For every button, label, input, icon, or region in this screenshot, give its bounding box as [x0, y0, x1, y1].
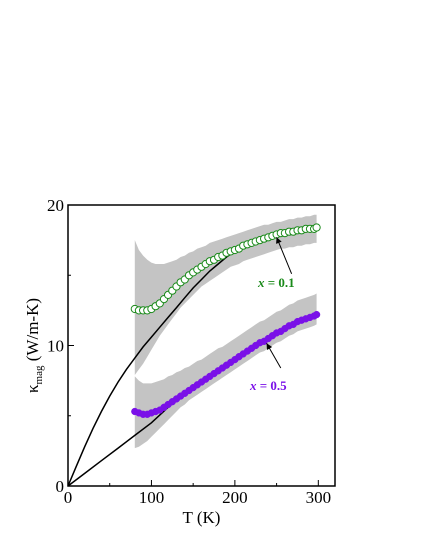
annotation-label-x05: x = 0.5: [249, 378, 287, 393]
annotation-x01: x = 0.1: [257, 237, 295, 290]
annotation-value-x01: = 0.1: [265, 275, 295, 290]
plot-frame: [67, 204, 336, 487]
x-tick-label: 0: [64, 488, 73, 507]
y-tick-label: 20: [47, 196, 64, 215]
svg-text:κmag (W/m-K): κmag (W/m-K): [23, 298, 45, 393]
x-tick-label: 100: [139, 488, 165, 507]
annotation-arrowhead-x01: [276, 237, 282, 244]
band-x05: [134, 293, 317, 449]
x-axis-label: T (K): [183, 508, 221, 527]
data-points: [130, 223, 321, 418]
annotation-arrow-x01: [276, 237, 293, 275]
y-axis-symbol: κ: [23, 384, 42, 393]
y-tick-label: 10: [47, 337, 64, 356]
annotation-value-x05: = 0.5: [257, 378, 288, 393]
annotation-var-x05: x: [249, 378, 257, 393]
annotation-var-x01: x: [257, 275, 265, 290]
tick-labels: 0 100 200 300 0 10 20: [47, 196, 331, 507]
y-axis-subscript: mag: [33, 365, 45, 384]
y-axis-unit: (W/m-K): [23, 298, 42, 366]
x-tick-label: 300: [306, 488, 332, 507]
annotation-x05: x = 0.5: [249, 343, 287, 393]
y-axis-label: κmag (W/m-K): [23, 298, 45, 393]
annotation-arrowhead-x05: [266, 343, 273, 350]
y-tick-label: 0: [56, 477, 65, 496]
point-x01: [312, 223, 321, 232]
x-tick-label: 200: [222, 488, 248, 507]
annotation-label-x01: x = 0.1: [257, 275, 295, 290]
axis-ticks: [67, 204, 319, 487]
point-x05: [312, 310, 321, 319]
